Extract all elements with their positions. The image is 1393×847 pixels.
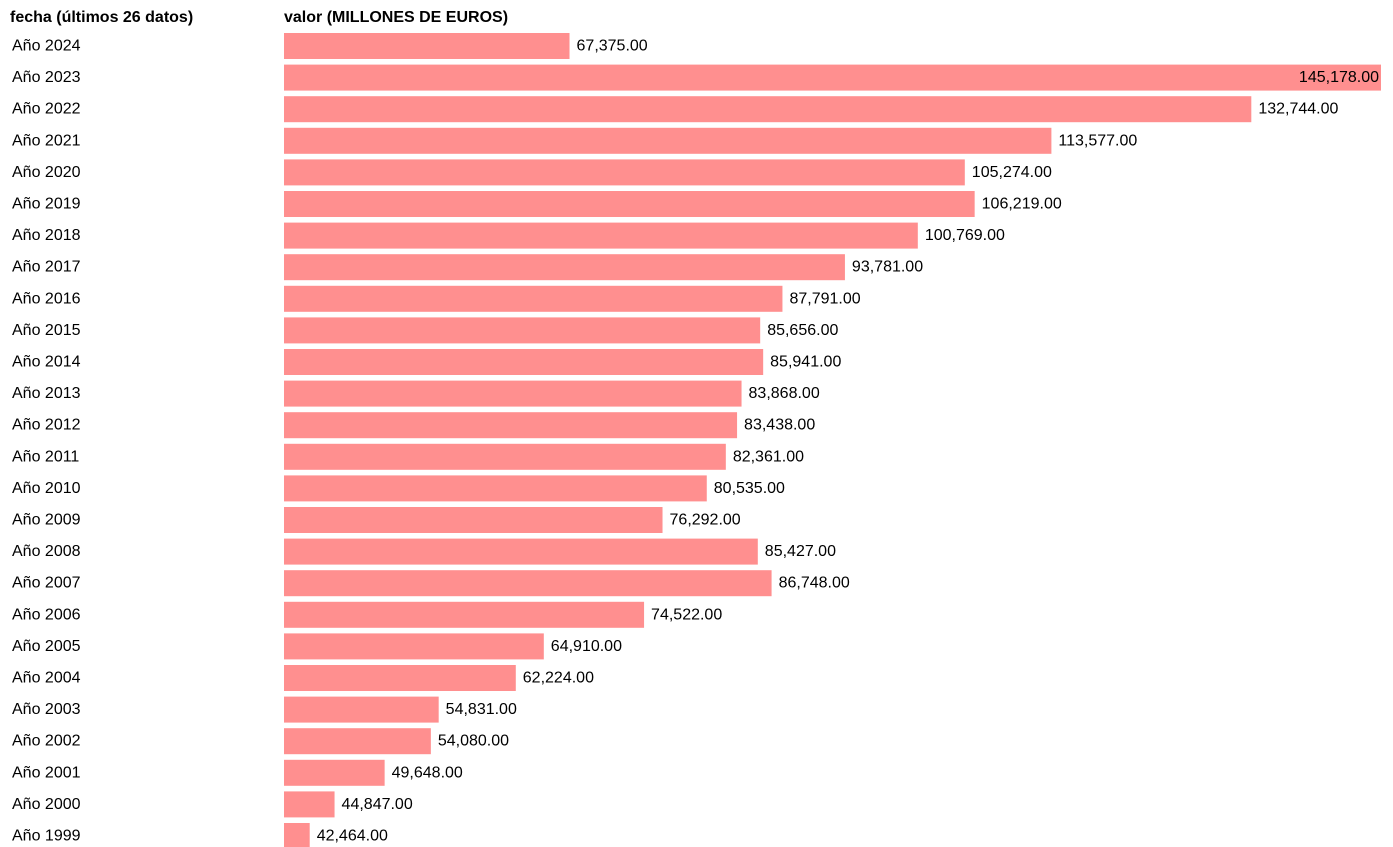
category-label: Año 2003 bbox=[12, 701, 81, 718]
category-label: Año 2005 bbox=[12, 638, 81, 655]
value-label: 87,791.00 bbox=[789, 290, 860, 307]
category-label: Año 2016 bbox=[12, 290, 81, 307]
date-column-header: fecha (últimos 26 datos) bbox=[10, 9, 194, 26]
value-label: 85,656.00 bbox=[767, 322, 838, 339]
value-label: 85,427.00 bbox=[765, 543, 836, 560]
category-label: Año 2010 bbox=[12, 480, 81, 497]
value-label: 62,224.00 bbox=[523, 670, 594, 687]
bar bbox=[284, 285, 783, 312]
value-label: 54,831.00 bbox=[446, 701, 517, 718]
value-label: 74,522.00 bbox=[651, 606, 722, 623]
value-label: 80,535.00 bbox=[714, 480, 785, 497]
bar bbox=[284, 507, 663, 533]
value-label: 132,744.00 bbox=[1258, 101, 1338, 118]
bar bbox=[284, 64, 1381, 91]
bar bbox=[284, 728, 431, 755]
category-label: Año 2013 bbox=[12, 385, 81, 402]
category-label: Año 2024 bbox=[12, 38, 81, 55]
value-label: 85,941.00 bbox=[770, 354, 841, 371]
bar bbox=[284, 443, 726, 470]
bar bbox=[284, 96, 1252, 123]
value-label: 113,577.00 bbox=[1058, 132, 1137, 149]
bar bbox=[284, 317, 761, 344]
category-label: Año 2000 bbox=[12, 796, 81, 813]
category-label: Año 2023 bbox=[12, 69, 81, 86]
bar bbox=[284, 254, 845, 281]
value-label: 106,219.00 bbox=[982, 196, 1062, 213]
bar bbox=[284, 633, 544, 660]
category-label: Año 2008 bbox=[12, 543, 81, 560]
category-label: Año 2009 bbox=[12, 512, 81, 529]
value-label: 67,375.00 bbox=[577, 38, 648, 55]
value-label: 83,868.00 bbox=[749, 385, 820, 402]
bar bbox=[284, 759, 385, 786]
bar bbox=[284, 412, 738, 439]
bar bbox=[284, 696, 439, 723]
category-label: Año 2011 bbox=[12, 448, 79, 465]
bar bbox=[284, 33, 570, 59]
bar bbox=[284, 159, 965, 186]
value-label: 76,292.00 bbox=[670, 512, 741, 529]
category-label: Año 2007 bbox=[12, 575, 81, 592]
category-label: Año 2004 bbox=[12, 670, 81, 687]
bar bbox=[284, 475, 707, 502]
value-label: 86,748.00 bbox=[779, 575, 850, 592]
bar bbox=[284, 791, 335, 818]
value-column-header: valor (MILLONES DE EUROS) bbox=[284, 9, 509, 26]
value-label: 100,769.00 bbox=[925, 227, 1005, 244]
category-label: Año 2018 bbox=[12, 227, 81, 244]
value-label: 54,080.00 bbox=[438, 733, 509, 750]
category-label: Año 2015 bbox=[12, 322, 81, 339]
bar bbox=[284, 191, 975, 217]
value-label: 49,648.00 bbox=[392, 764, 463, 781]
value-label: 44,847.00 bbox=[342, 796, 413, 813]
category-label: Año 1999 bbox=[12, 828, 81, 845]
category-label: Año 2020 bbox=[12, 164, 81, 181]
bar bbox=[284, 222, 918, 249]
value-label: 42,464.00 bbox=[317, 828, 388, 845]
bar bbox=[284, 349, 764, 375]
category-label: Año 2019 bbox=[12, 196, 81, 213]
value-label: 105,274.00 bbox=[972, 164, 1052, 181]
value-label: 82,361.00 bbox=[733, 448, 804, 465]
value-label: 64,910.00 bbox=[551, 638, 622, 655]
category-label: Año 2006 bbox=[12, 606, 81, 623]
value-label: 145,178.00 bbox=[1299, 69, 1379, 86]
category-label: Año 2017 bbox=[12, 259, 81, 276]
bar bbox=[284, 538, 758, 565]
bar bbox=[284, 570, 772, 597]
category-label: Año 2014 bbox=[12, 354, 81, 371]
bar bbox=[284, 380, 742, 407]
value-label: 93,781.00 bbox=[852, 259, 923, 276]
category-label: Año 2012 bbox=[12, 417, 81, 434]
category-label: Año 2021 bbox=[12, 132, 81, 149]
bar bbox=[284, 665, 516, 691]
value-label: 83,438.00 bbox=[744, 417, 815, 434]
bar bbox=[284, 823, 310, 847]
bar bbox=[284, 601, 645, 628]
category-label: Año 2002 bbox=[12, 733, 81, 750]
bar bbox=[284, 127, 1052, 154]
category-label: Año 2022 bbox=[12, 101, 81, 118]
category-label: Año 2001 bbox=[12, 764, 81, 781]
